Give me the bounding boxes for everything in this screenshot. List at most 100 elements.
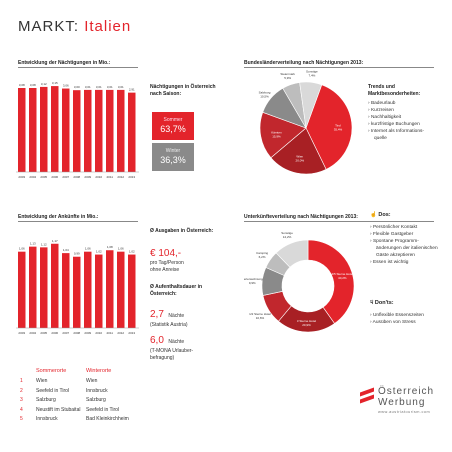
pie-slice	[305, 84, 353, 170]
slice-label: 4/5 Sterne Hotel	[331, 272, 353, 276]
bar-value-label: 3,06	[63, 84, 69, 88]
dos-item: › Persönlicher Kontakt	[370, 225, 418, 230]
orte-winter: Salzburg	[86, 397, 106, 403]
dos-item: › Spontane Programm-	[370, 239, 419, 244]
x-tick-label: 2010	[95, 175, 102, 179]
bar	[95, 254, 103, 328]
pie-slice	[275, 239, 309, 268]
orte-sommer: Salzburg	[36, 397, 56, 403]
ausgaben-note: pro Tag/Person ohne Anreise	[150, 260, 184, 273]
bar-value-label: 1,17	[52, 239, 58, 243]
bar-value-label: 3,01	[118, 85, 124, 89]
sommer-label: Sommer	[163, 117, 183, 123]
bar	[40, 86, 48, 172]
unterkuenfte-chart-title: Unterkünfteverteilung nach Nächtigungen …	[244, 214, 358, 220]
bar-value-label: 1,04	[63, 248, 69, 252]
orte-row: 5 Innsbruck Bad Kleinkirchheim	[18, 416, 168, 426]
divider	[244, 67, 434, 68]
sommer-value: 63,7%	[160, 124, 186, 134]
x-tick-label: 2008	[73, 331, 80, 335]
x-tick-label: 2011	[107, 331, 114, 335]
slice-label: 1/2 Sterne Hotel	[249, 312, 271, 316]
orte-row: 4 Neustift im Stubaital Seefeld in Tirol	[18, 407, 168, 417]
slice-value-label: 20,9%	[302, 323, 311, 327]
bar	[29, 246, 37, 328]
donts-list: › Unflexible Essenszeiten › Ausüben von …	[370, 312, 450, 326]
slice-label: Wien	[296, 154, 303, 158]
orte-table: Sommerorte Winterorte 1 Wien Wien 2 Seefeld …	[18, 368, 168, 426]
orte-rank: 3	[20, 397, 23, 403]
aufenthalt-stat-1: 2,7 Nächte (Statistik Austria)	[150, 309, 188, 328]
bar-value-label: 2,91	[129, 88, 135, 92]
overnight-bars: 3,08 2003 3,08 2004 3,12 2005 3,15 2006 3,06 2007…	[16, 81, 139, 179]
x-tick-label: 2013	[128, 175, 135, 179]
slice-value-label: 6,2%	[259, 255, 266, 259]
x-tick-label: 2010	[95, 331, 102, 335]
bar	[95, 89, 103, 172]
bar	[73, 90, 81, 172]
divider	[244, 221, 434, 222]
x-tick-label: 2005	[40, 175, 47, 179]
ausgaben-value: € 104,-	[150, 248, 182, 259]
winter-value: 36,3%	[160, 155, 186, 165]
slice-value-label: 35,4%	[334, 127, 343, 131]
thumbs-up-icon: ☝	[370, 212, 377, 218]
arrivals-bars: 1,06 2003 1,13 2004 1,12 2005 1,17 2006 1,04 2007…	[16, 239, 139, 335]
x-tick-label: 2012	[117, 175, 124, 179]
slice-label: Ferienwohnung	[244, 277, 263, 281]
orte-sommer: Seefeld in Tirol	[36, 387, 70, 394]
dos-item: › Flexible Gastgeber	[370, 232, 414, 237]
bar-value-label: 1,08	[107, 245, 113, 249]
x-tick-label: 2009	[84, 175, 91, 179]
orte-winter: Seefeld in Tirol	[86, 406, 120, 413]
orte-winter: Bad Kleinkirchheim	[86, 416, 129, 422]
bar-value-label: 3,01	[96, 85, 102, 89]
bar-value-label: 1,12	[41, 242, 47, 246]
bar	[117, 89, 125, 172]
trend-item: › Internet als Informations-	[368, 129, 424, 134]
trend-item: › Nachhaltigkeit	[368, 115, 402, 120]
bar	[106, 250, 114, 328]
aufenthalt-title: Ø Aufenthaltsdauer in Österreich:	[150, 284, 203, 297]
x-tick-label: 2013	[128, 331, 135, 335]
bar-value-label: 0,99	[74, 252, 80, 256]
x-tick-label: 2004	[29, 331, 36, 335]
bar-value-label: 1,06	[85, 247, 91, 251]
ausgaben-title: Ø Ausgaben in Österreich:	[150, 228, 214, 234]
bar-value-label: 3,12	[41, 82, 47, 86]
x-tick-label: 2005	[40, 331, 47, 335]
bar	[51, 86, 59, 172]
orte-sommer: Innsbruck	[36, 416, 58, 422]
sommer-box: Sommer 63,7%	[152, 112, 194, 140]
donts-item: › Ausüben von Stress	[370, 320, 416, 325]
bar	[62, 88, 70, 172]
bar-value-label: 1,02	[96, 250, 102, 254]
arrivals-bar-chart: 1,06 2003 1,13 2004 1,12 2005 1,17 2006 1,04 2007…	[16, 239, 139, 335]
thumbs-down-icon: ☟	[370, 300, 374, 306]
trends-list: › Badeurlaub › Kurzreisen › Nachhaltigke…	[368, 100, 448, 142]
bar-value-label: 3,01	[85, 85, 91, 89]
bar	[40, 247, 48, 328]
x-tick-label: 2004	[29, 175, 36, 179]
slice-value-label: 10,6%	[256, 316, 265, 320]
orte-winter: Innsbruck	[86, 387, 108, 394]
x-tick-label: 2003	[18, 331, 25, 335]
slice-label: Steiermark	[280, 72, 295, 76]
trend-item: quelle	[374, 136, 387, 141]
dos-list: › Persönlicher Kontakt › Flexible Gastge…	[370, 224, 450, 266]
orte-rank: 2	[20, 387, 23, 394]
saison-title: Nächtigungen in Österreich nach Saison:	[150, 84, 216, 97]
slice-label: Tirol	[335, 123, 341, 127]
trend-item: › Badeurlaub	[368, 101, 396, 106]
orte-rank: 1	[20, 378, 23, 384]
orte-row: 2 Seefeld in Tirol Innsbruck	[18, 388, 168, 398]
donts-item: › Unflexible Essenszeiten	[370, 313, 424, 318]
dos-item: änderungen der italienischen	[376, 246, 438, 251]
winter-label: Winter	[165, 148, 181, 154]
bar	[106, 89, 114, 172]
bar-value-label: 1,06	[19, 247, 25, 251]
pie-slice	[259, 111, 307, 159]
bar	[84, 89, 92, 172]
